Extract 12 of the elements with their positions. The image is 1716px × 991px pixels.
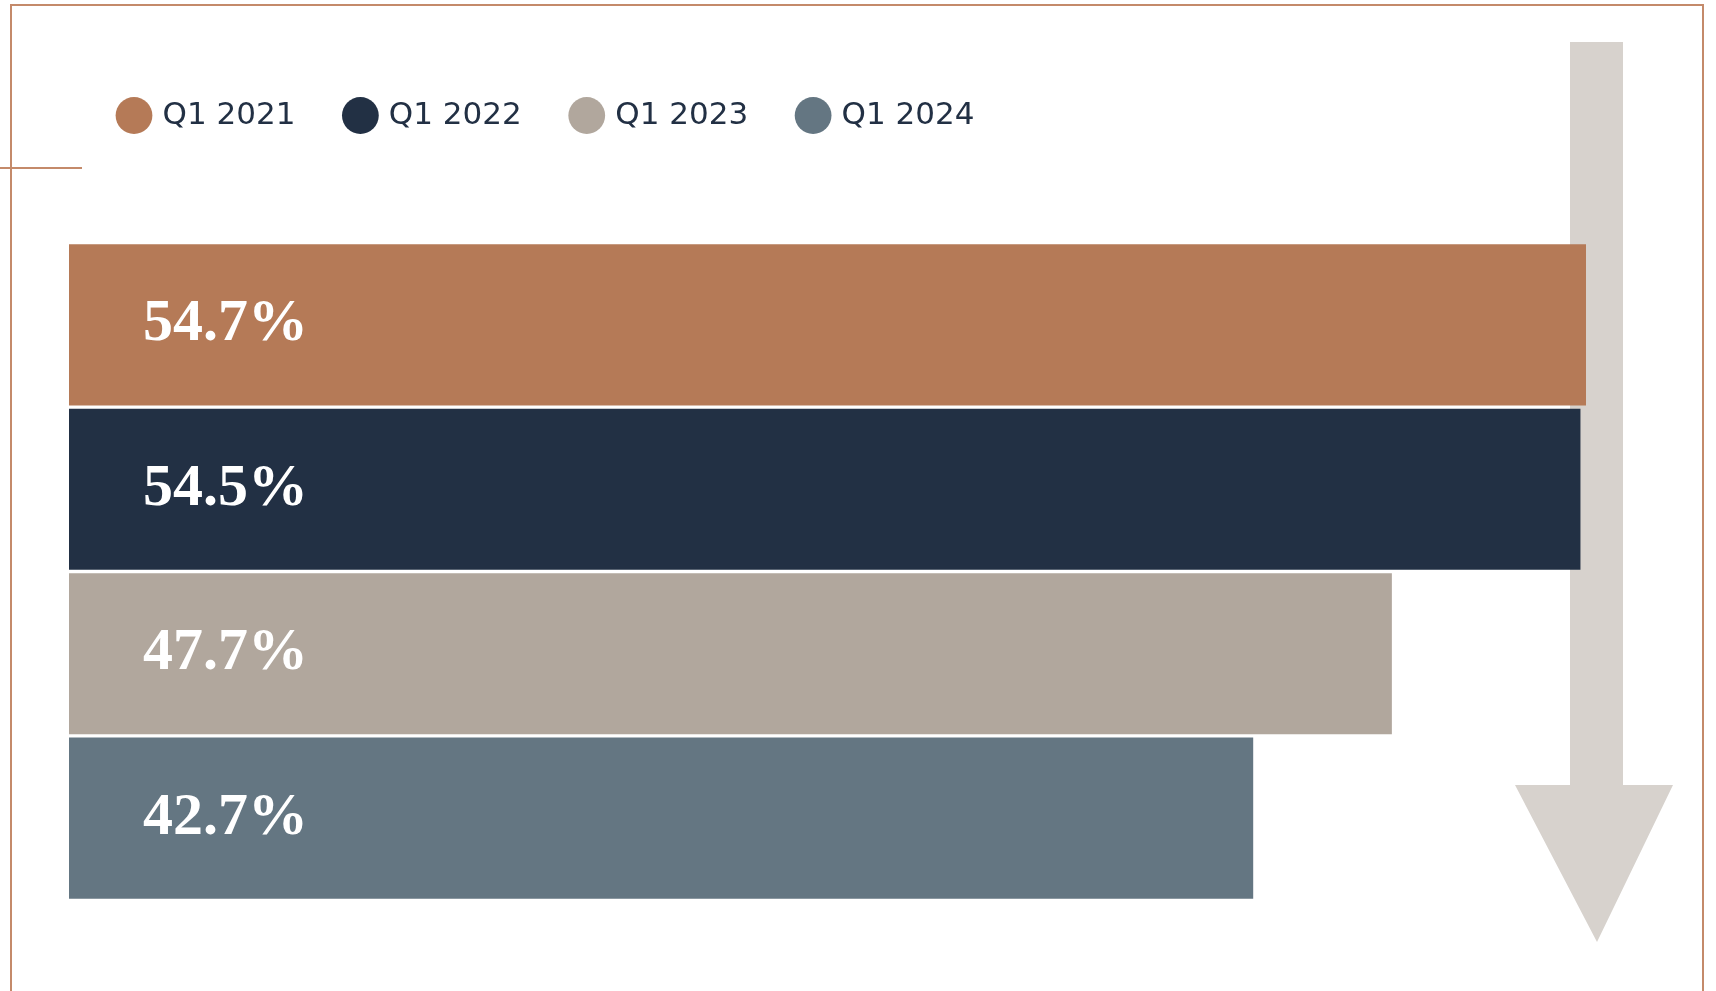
legend-label: Q1 2021 — [162, 94, 296, 131]
legend-label: Q1 2023 — [615, 94, 749, 131]
data-label: 47.7% — [143, 616, 308, 683]
data-label: 54.7% — [143, 287, 308, 354]
legend-label: Q1 2024 — [841, 94, 975, 131]
bar — [69, 737, 1254, 899]
data-label: 42.7% — [143, 780, 308, 847]
legend-label: Q1 2022 — [388, 94, 522, 131]
bar — [69, 573, 1392, 735]
bar — [69, 244, 1586, 406]
data-label: 54.5% — [143, 451, 308, 518]
bar — [69, 408, 1581, 570]
